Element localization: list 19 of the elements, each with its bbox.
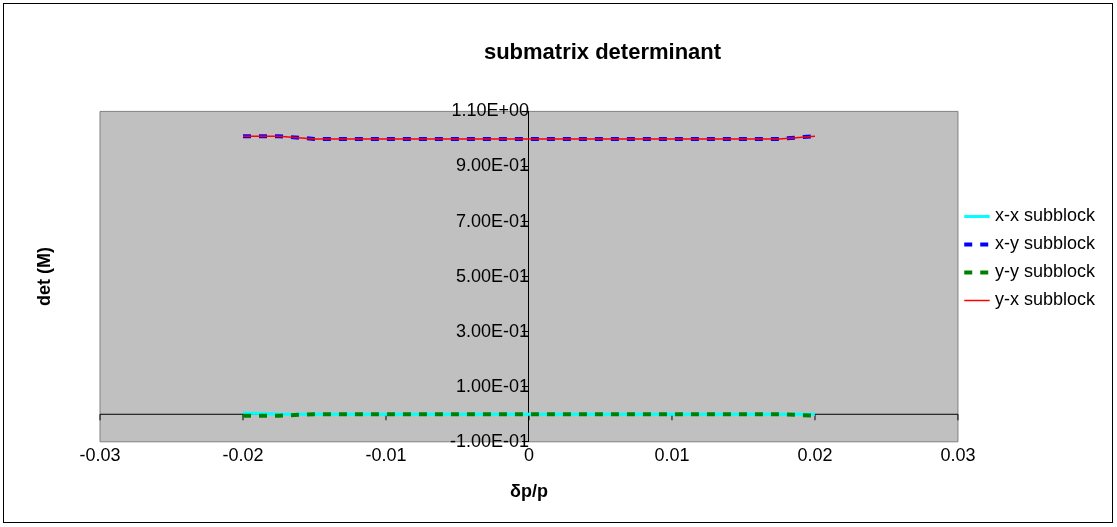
legend-label: y-y subblock: [994, 261, 1096, 282]
y-tick-label: 9.00E-01: [455, 155, 529, 176]
legend-label: x-x subblock: [994, 205, 1096, 226]
legend-label: y-x subblock: [994, 289, 1096, 310]
y-tick-label: 1.10E+00: [451, 100, 529, 121]
y-axis-title: det (M): [33, 247, 54, 307]
chart-title: submatrix determinant: [483, 39, 722, 65]
x-tick-label: -0.03: [79, 444, 121, 465]
x-tick-label: -0.02: [222, 444, 264, 465]
y-tick-label: 1.00E-01: [455, 375, 529, 396]
x-tick-label: 0.01: [654, 444, 690, 465]
legend-label: x-y subblock: [994, 233, 1096, 254]
x-axis-title: δp/p: [510, 481, 548, 502]
y-tick-label: 3.00E-01: [455, 320, 529, 341]
x-tick-label: 0.02: [797, 444, 833, 465]
y-tick-label: 7.00E-01: [455, 210, 529, 231]
x-tick-label: 0.03: [940, 444, 976, 465]
x-tick-label: -0.01: [365, 444, 407, 465]
y-tick-label: 5.00E-01: [455, 265, 529, 286]
